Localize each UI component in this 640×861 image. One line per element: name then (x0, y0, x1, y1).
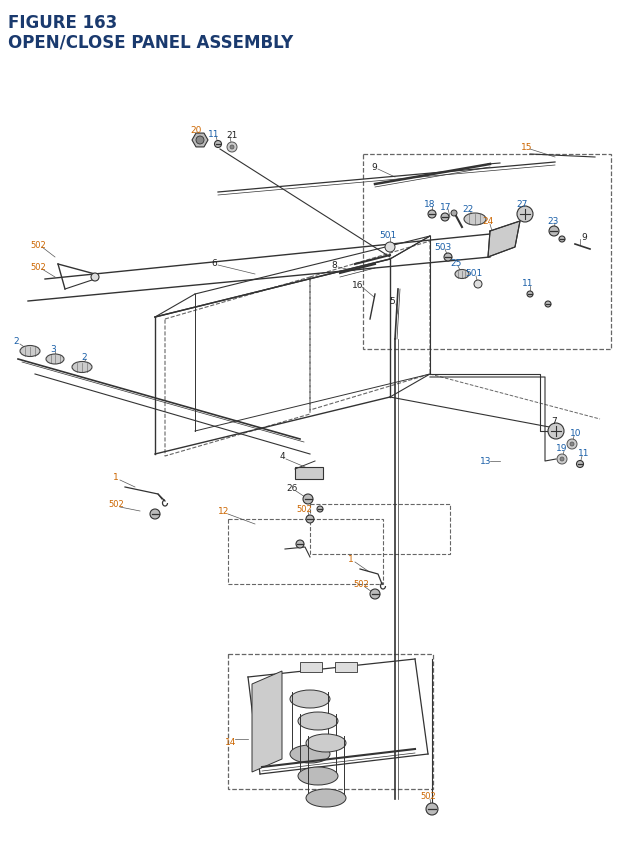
Text: 502: 502 (353, 579, 369, 589)
Text: 502: 502 (420, 791, 436, 801)
Text: 25: 25 (451, 259, 461, 268)
Text: OPEN/CLOSE PANEL ASSEMBLY: OPEN/CLOSE PANEL ASSEMBLY (8, 33, 293, 51)
Text: 2: 2 (13, 338, 19, 346)
Bar (300, 662, 322, 672)
Ellipse shape (20, 346, 40, 357)
Text: 11: 11 (579, 449, 589, 458)
Circle shape (317, 506, 323, 512)
Text: 14: 14 (225, 738, 237, 746)
Ellipse shape (306, 789, 346, 807)
Circle shape (306, 516, 314, 523)
Circle shape (577, 461, 584, 468)
Bar (310, 505, 450, 554)
Text: FIGURE 163: FIGURE 163 (8, 14, 117, 32)
Text: 502: 502 (30, 263, 46, 271)
Ellipse shape (464, 214, 486, 226)
Text: 24: 24 (483, 217, 493, 226)
Text: 15: 15 (521, 142, 532, 152)
Text: 12: 12 (218, 507, 230, 516)
Text: 11: 11 (522, 279, 534, 288)
Text: 20: 20 (190, 126, 202, 134)
Ellipse shape (298, 712, 338, 730)
Circle shape (517, 207, 533, 223)
Circle shape (230, 146, 234, 150)
Bar (228, 654, 433, 789)
Text: 5: 5 (389, 297, 395, 307)
Text: 4: 4 (279, 452, 285, 461)
Text: 8: 8 (331, 260, 337, 269)
Text: 17: 17 (440, 202, 452, 211)
Text: 503: 503 (435, 242, 452, 251)
Text: 2: 2 (81, 352, 87, 361)
Bar (363, 155, 611, 350)
Bar (335, 662, 357, 672)
Text: 502: 502 (108, 500, 124, 509)
Circle shape (296, 541, 304, 548)
Circle shape (559, 237, 565, 243)
Circle shape (474, 281, 482, 288)
Polygon shape (488, 222, 520, 257)
Ellipse shape (290, 745, 330, 763)
Text: 19: 19 (556, 444, 568, 453)
Circle shape (545, 301, 551, 307)
Circle shape (567, 439, 577, 449)
Ellipse shape (455, 270, 469, 279)
Circle shape (441, 214, 449, 222)
Text: 3: 3 (50, 344, 56, 353)
Text: 10: 10 (570, 429, 582, 438)
Text: 1: 1 (348, 554, 354, 564)
Circle shape (370, 589, 380, 599)
Circle shape (444, 254, 452, 262)
Bar (228, 519, 383, 585)
Text: 27: 27 (516, 199, 528, 208)
Text: 502: 502 (296, 505, 312, 514)
Text: 9: 9 (581, 232, 587, 241)
Circle shape (548, 424, 564, 439)
Text: 18: 18 (424, 199, 436, 208)
Text: 502: 502 (30, 240, 46, 249)
Text: 1: 1 (113, 473, 119, 482)
Text: 16: 16 (352, 280, 364, 289)
Bar (295, 468, 323, 480)
Ellipse shape (298, 767, 338, 785)
Circle shape (196, 137, 204, 145)
Text: 22: 22 (462, 204, 474, 214)
Polygon shape (192, 134, 208, 148)
Ellipse shape (290, 691, 330, 709)
Circle shape (549, 226, 559, 237)
Circle shape (451, 211, 457, 217)
Ellipse shape (306, 734, 346, 753)
Text: 26: 26 (286, 484, 298, 493)
Circle shape (227, 143, 237, 152)
Circle shape (214, 141, 221, 148)
Text: 7: 7 (551, 416, 557, 425)
Text: 501: 501 (465, 269, 483, 278)
Circle shape (428, 211, 436, 219)
Circle shape (385, 243, 395, 253)
Circle shape (426, 803, 438, 815)
Circle shape (150, 510, 160, 519)
Polygon shape (252, 672, 282, 772)
Circle shape (303, 494, 313, 505)
Circle shape (557, 455, 567, 464)
Text: 11: 11 (208, 129, 220, 139)
Circle shape (560, 457, 564, 461)
Ellipse shape (72, 362, 92, 373)
Circle shape (91, 274, 99, 282)
Text: 21: 21 (227, 130, 237, 139)
Text: 501: 501 (380, 230, 397, 239)
Text: 13: 13 (480, 457, 492, 466)
Circle shape (570, 443, 574, 447)
Text: 23: 23 (547, 216, 559, 226)
Ellipse shape (46, 355, 64, 364)
Text: 6: 6 (211, 258, 217, 267)
Text: 9: 9 (371, 163, 377, 171)
Circle shape (527, 292, 533, 298)
